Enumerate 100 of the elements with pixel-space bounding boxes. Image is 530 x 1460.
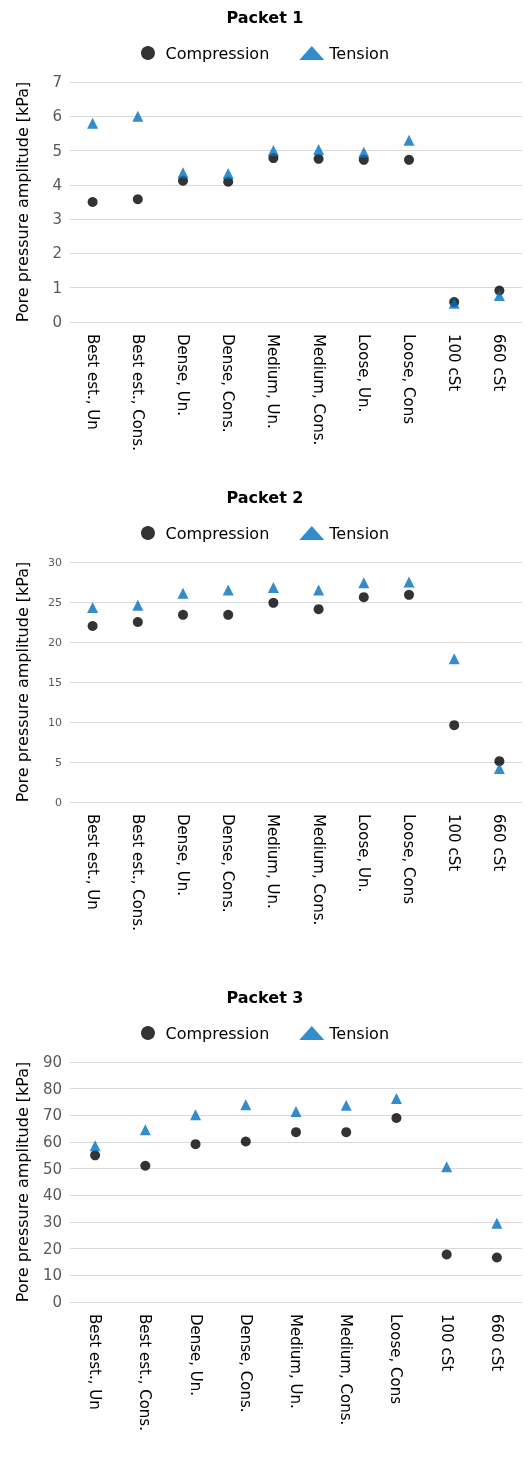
point [313, 584, 325, 596]
point [290, 1106, 302, 1118]
point [358, 146, 370, 158]
y-tick-label: 2 [52, 244, 62, 263]
point [140, 1160, 151, 1171]
point [132, 194, 143, 205]
point [390, 1093, 402, 1105]
y-tick-label: 25 [48, 595, 62, 609]
x-tick-label: Medium, Un. [264, 334, 283, 429]
point [448, 653, 460, 665]
y-tick-label: 10 [48, 715, 62, 729]
x-tick-label: Dense, Un. [174, 814, 192, 897]
y-tick-label: 40 [42, 1186, 62, 1205]
point [441, 1249, 452, 1260]
x-tick-label: 100 cSt [445, 814, 464, 872]
point [90, 1150, 101, 1161]
chart-title: Packet 1 [226, 7, 304, 27]
y-tick-label: 6 [52, 107, 62, 126]
y-tick-label: 5 [52, 141, 62, 160]
point [313, 144, 325, 156]
point [403, 134, 415, 146]
point [358, 592, 369, 603]
point [87, 621, 98, 631]
point [87, 197, 98, 207]
x-tick-label: Medium, Cons. [309, 334, 328, 446]
point [403, 576, 415, 588]
point [441, 1161, 453, 1173]
legend-label: Compression [165, 43, 270, 63]
point [190, 1109, 202, 1121]
x-tick-label: Best est., Un [86, 1314, 105, 1410]
legend-label: Compression [165, 523, 270, 543]
x-tick-label: Dense, Cons. [219, 334, 238, 433]
y-tick-label: 7 [52, 73, 62, 91]
point [240, 1136, 251, 1147]
x-tick-label: Dense, Un. [174, 334, 192, 417]
y-tick-label: 50 [42, 1159, 62, 1178]
x-tick-label: 100 cSt [437, 1314, 456, 1372]
y-axis-title: Pore pressure amplitude [kPa] [12, 561, 32, 803]
point [491, 1217, 503, 1229]
x-tick-label: Best est., Cons. [128, 334, 147, 451]
point [132, 599, 144, 611]
point [190, 1139, 201, 1150]
point [267, 582, 279, 594]
point [491, 1252, 502, 1263]
point [177, 167, 189, 179]
point [223, 609, 234, 620]
point [358, 577, 370, 589]
x-tick-label: Loose, Cons [400, 334, 418, 425]
point [132, 110, 144, 122]
point [404, 154, 414, 165]
point [178, 609, 188, 620]
x-tick-label: Loose, Un. [354, 334, 373, 413]
legend-label: Tension [328, 1023, 390, 1043]
x-tick-label: Dense, Un. [186, 1314, 205, 1397]
point [222, 584, 234, 596]
y-axis-title: Pore pressure amplitude [kPa] [12, 81, 32, 323]
x-tick-label: 660 cSt [490, 334, 509, 392]
x-tick-label: 660 cSt [490, 814, 509, 872]
x-tick-label: 100 cSt [445, 334, 464, 392]
point [340, 1099, 352, 1111]
x-tick-label: Dense, Cons. [236, 1314, 255, 1413]
y-tick-label: 0 [55, 795, 62, 809]
y-tick-label: 60 [42, 1133, 62, 1151]
x-tick-label: Loose, Cons [387, 1314, 406, 1405]
chart-title: Packet 2 [226, 487, 304, 507]
x-tick-label: Best est., Un [83, 334, 102, 430]
y-tick-label: 5 [55, 755, 62, 769]
y-tick-label: 30 [48, 555, 62, 569]
point [291, 1127, 301, 1138]
chart-title: Packet 3 [226, 987, 304, 1007]
point [313, 153, 324, 164]
point [449, 720, 460, 731]
y-tick-label: 30 [42, 1213, 62, 1231]
y-tick-label: 80 [42, 1079, 62, 1098]
point [391, 1113, 402, 1123]
y-tick-label: 3 [52, 210, 62, 229]
y-tick-label: 20 [42, 1239, 62, 1258]
x-tick-label: Best est., Cons. [128, 814, 147, 931]
point [222, 168, 234, 180]
point [267, 145, 279, 157]
x-tick-label: Medium, Cons. [309, 814, 328, 926]
y-tick-label: 90 [42, 1053, 62, 1071]
legend-label: Tension [328, 523, 390, 543]
y-tick-label: 70 [42, 1106, 62, 1125]
x-tick-label: 660 cSt [487, 1314, 506, 1372]
point [132, 617, 143, 627]
legend-label: Tension [328, 43, 390, 63]
legend-label: Compression [165, 1023, 270, 1043]
point [89, 1140, 101, 1152]
y-tick-label: 1 [52, 278, 62, 297]
x-tick-label: Loose, Cons [400, 814, 418, 905]
x-tick-label: Dense, Cons. [219, 814, 238, 913]
point [177, 587, 189, 599]
x-tick-label: Medium, Un. [287, 1314, 305, 1409]
point [341, 1127, 352, 1138]
x-tick-label: Medium, Un. [264, 814, 283, 909]
y-tick-label: 15 [48, 675, 62, 689]
point [493, 290, 505, 302]
x-tick-label: Best est., Cons. [136, 1314, 155, 1431]
y-tick-label: 4 [52, 175, 62, 194]
